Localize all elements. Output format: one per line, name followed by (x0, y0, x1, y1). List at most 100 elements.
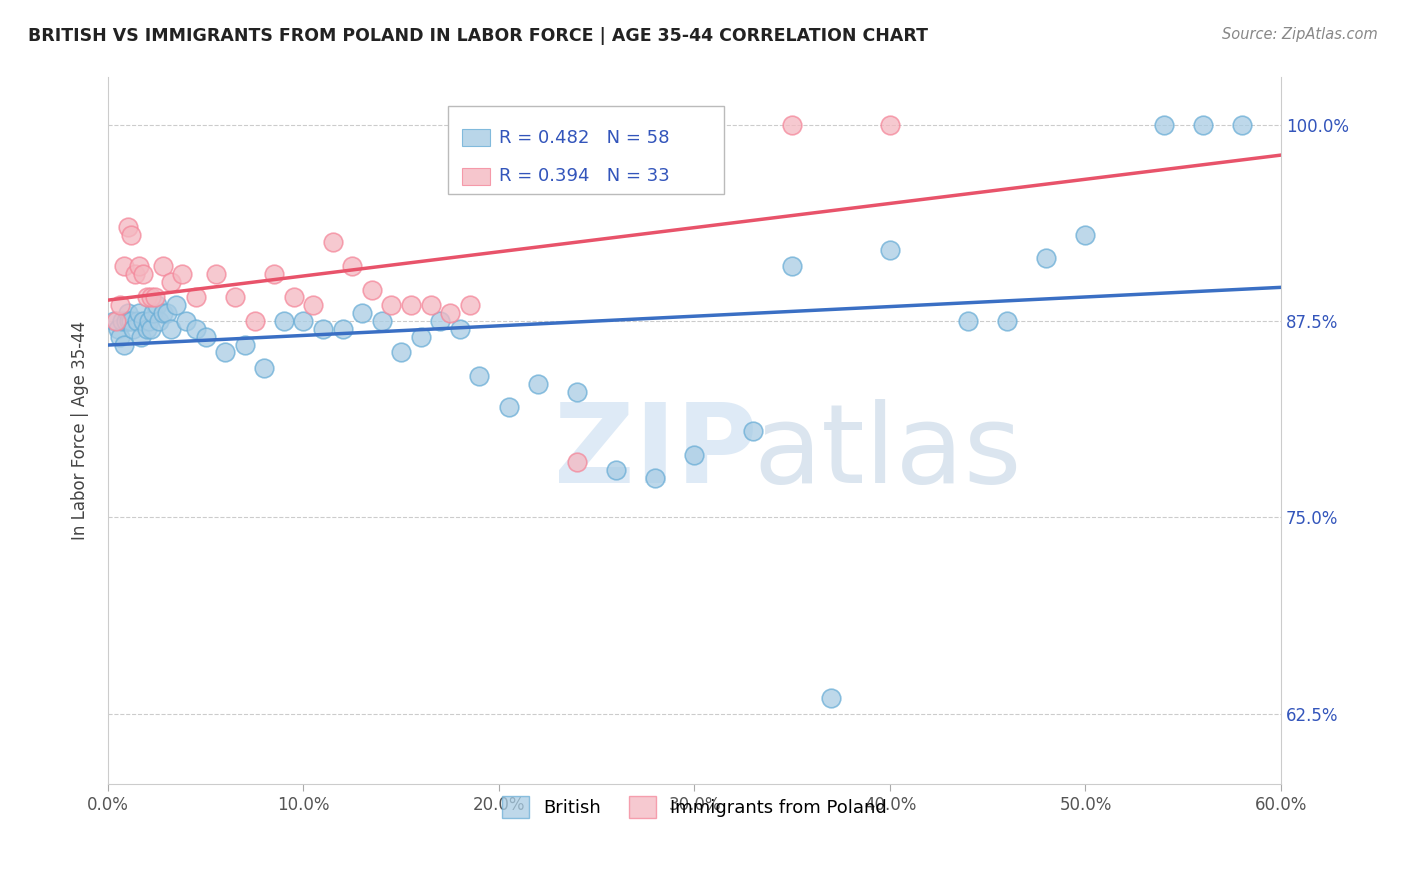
Point (322, 235, 344, 250)
Point (253, 361, 276, 376)
Point (458, 298, 481, 312)
Legend: British, Immigrants from Poland: British, Immigrants from Poland (495, 789, 894, 825)
Point (273, 314, 295, 328)
Point (224, 290, 246, 304)
Point (605, 463, 627, 477)
Point (159, 322, 181, 336)
Point (204, 267, 226, 281)
Text: Source: ZipAtlas.com: Source: ZipAtlas.com (1222, 27, 1378, 42)
Text: BRITISH VS IMMIGRANTS FROM POLAND IN LABOR FORCE | AGE 35-44 CORRELATION CHART: BRITISH VS IMMIGRANTS FROM POLAND IN LAB… (28, 27, 928, 45)
Point (122, 322, 145, 336)
Point (361, 283, 384, 297)
Point (117, 219, 139, 234)
Point (1035, 251, 1057, 265)
FancyBboxPatch shape (463, 168, 491, 185)
Point (957, 314, 980, 328)
Point (172, 267, 194, 281)
Point (644, 471, 666, 485)
Point (104, 314, 127, 328)
Point (498, 401, 520, 415)
Point (132, 267, 155, 281)
Point (820, 691, 842, 706)
Point (146, 298, 169, 312)
Point (429, 314, 451, 328)
Point (136, 290, 159, 304)
Point (292, 314, 315, 328)
Point (152, 259, 174, 273)
Point (399, 298, 422, 312)
Point (449, 322, 471, 336)
Point (567, 455, 589, 469)
Point (1153, 118, 1175, 132)
Point (165, 298, 187, 312)
Point (742, 424, 765, 438)
Text: R = 0.394   N = 33: R = 0.394 N = 33 (499, 168, 669, 186)
Point (114, 314, 136, 328)
Point (214, 345, 236, 359)
Point (995, 314, 1018, 328)
Point (194, 329, 217, 343)
FancyBboxPatch shape (449, 106, 724, 194)
Point (879, 118, 901, 132)
Point (129, 329, 152, 343)
Point (120, 227, 142, 242)
Point (103, 314, 125, 328)
Point (527, 376, 550, 391)
Point (142, 306, 165, 320)
Point (184, 290, 207, 304)
Point (184, 322, 207, 336)
Point (174, 314, 197, 328)
Point (283, 290, 305, 304)
Point (107, 322, 129, 336)
Point (148, 314, 170, 328)
Point (143, 290, 166, 304)
Point (370, 314, 392, 328)
Point (312, 322, 335, 336)
Point (112, 337, 135, 351)
Point (439, 306, 461, 320)
Point (136, 322, 159, 336)
Point (1191, 118, 1213, 132)
Point (128, 306, 150, 320)
Text: ZIP: ZIP (554, 399, 756, 506)
Point (138, 314, 160, 328)
Point (159, 275, 181, 289)
Point (780, 259, 803, 273)
Point (683, 448, 706, 462)
Point (1074, 227, 1097, 242)
Point (108, 298, 131, 312)
Y-axis label: In Labor Force | Age 35-44: In Labor Force | Age 35-44 (72, 321, 89, 541)
Point (352, 306, 374, 320)
Point (111, 314, 134, 328)
Point (233, 337, 256, 351)
FancyBboxPatch shape (463, 129, 491, 146)
Point (139, 322, 162, 336)
Point (683, 118, 706, 132)
Point (243, 314, 266, 328)
Point (389, 345, 412, 359)
Point (128, 259, 150, 273)
Point (117, 306, 139, 320)
Point (1230, 118, 1253, 132)
Point (139, 290, 162, 304)
Point (152, 306, 174, 320)
Point (127, 314, 149, 328)
Point (108, 329, 131, 343)
Point (342, 259, 364, 273)
Text: R = 0.482   N = 58: R = 0.482 N = 58 (499, 128, 669, 146)
Point (419, 298, 441, 312)
Point (132, 314, 155, 328)
Point (409, 329, 432, 343)
Point (302, 298, 325, 312)
Point (332, 322, 354, 336)
Point (120, 314, 142, 328)
Point (263, 267, 285, 281)
Point (567, 384, 589, 399)
Point (118, 314, 141, 328)
Point (879, 244, 901, 258)
Text: atlas: atlas (754, 399, 1022, 506)
Point (780, 118, 803, 132)
Point (112, 259, 135, 273)
Point (468, 368, 491, 383)
Point (124, 267, 146, 281)
